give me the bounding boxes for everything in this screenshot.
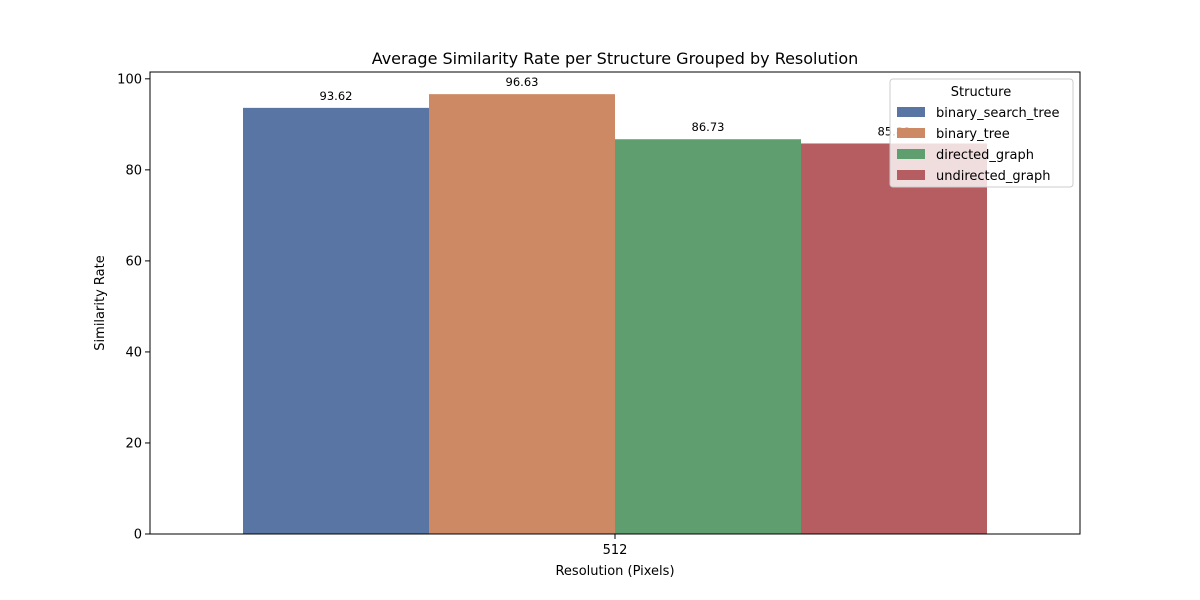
- bar-undirected-graph: [801, 143, 987, 534]
- legend-box: [889, 78, 1074, 188]
- bars-group: [243, 94, 987, 535]
- data-label-binary-tree: 96.63: [506, 75, 539, 89]
- y-axis: 0 20 40 60 80 100: [117, 72, 150, 543]
- bar-binary-search-tree: [243, 107, 429, 534]
- y-tick-label: 40: [125, 345, 142, 360]
- legend-label-directed-graph: directed_graph: [936, 148, 1034, 163]
- legend-label-binary-tree: binary_tree: [936, 127, 1010, 142]
- x-axis: 512: [603, 534, 628, 558]
- y-tick-label: 100: [117, 72, 142, 87]
- legend-items: binary_search_tree binary_tree directed_gr…: [897, 106, 1059, 184]
- data-label-binary-search-tree: 93.62: [320, 89, 353, 103]
- legend-label-undirected-graph: undirected_graph: [936, 169, 1050, 184]
- y-tick-label: 0: [134, 528, 142, 543]
- data-label-directed-graph: 86.73: [692, 120, 725, 134]
- legend-swatch-directed-graph: [897, 149, 925, 159]
- legend-swatch-binary-tree: [897, 128, 925, 138]
- bar-binary-tree: [429, 94, 615, 534]
- chart-title: Average Similarity Rate per Structure Gr…: [372, 49, 859, 68]
- legend-swatch-undirected-graph: [897, 170, 925, 180]
- y-tick-label: 60: [125, 254, 142, 269]
- legend-title: Structure: [951, 85, 1011, 100]
- bar-directed-graph: [615, 139, 801, 535]
- legend: Structure binary_search_tree binary_treed…: [889, 78, 1074, 188]
- y-tick-label: 20: [125, 436, 142, 451]
- legend-label-binary-search-tree: binary_search_tree: [936, 106, 1059, 121]
- y-tick-label: 80: [125, 163, 142, 178]
- y-axis-label: Similarity Rate: [93, 255, 108, 350]
- x-tick-label: 512: [603, 543, 628, 558]
- x-axis-label: Resolution (Pixels): [555, 564, 674, 579]
- legend-swatch-binary-search-tree: [897, 107, 925, 117]
